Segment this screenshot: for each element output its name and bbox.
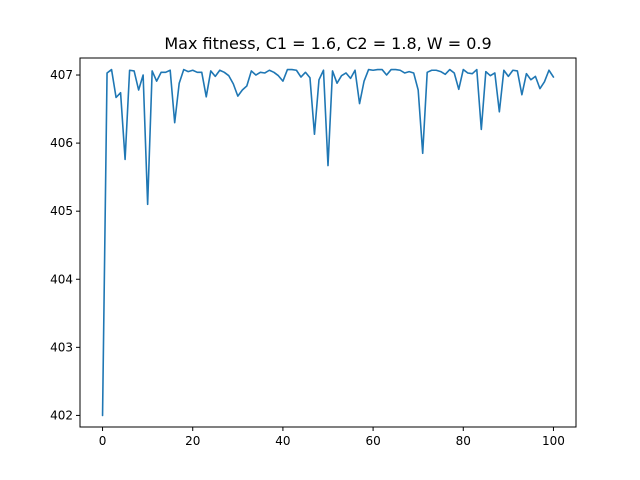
y-tick-label: 403 (50, 340, 73, 354)
axis-ticks: 0 20 40 60 80 100 402 403 404 405 406 407 (50, 68, 565, 448)
x-tick-label: 0 (99, 434, 107, 448)
y-tick-label: 407 (50, 68, 73, 82)
series-layer (101, 68, 555, 417)
x-tick-label: 80 (456, 434, 471, 448)
y-tick-label: 402 (50, 408, 73, 422)
x-tick-label: 40 (275, 434, 290, 448)
x-tick-label: 60 (365, 434, 380, 448)
y-tick-label: 404 (50, 272, 73, 286)
x-tick-label: 20 (185, 434, 200, 448)
chart-title: Max fitness, C1 = 1.6, C2 = 1.8, W = 0.9 (164, 34, 491, 53)
y-tick-label: 406 (50, 136, 73, 150)
axes-frame (79, 57, 577, 428)
y-tick-label: 405 (50, 204, 73, 218)
series-line-0 (101, 68, 555, 417)
x-tick-label: 100 (542, 434, 565, 448)
